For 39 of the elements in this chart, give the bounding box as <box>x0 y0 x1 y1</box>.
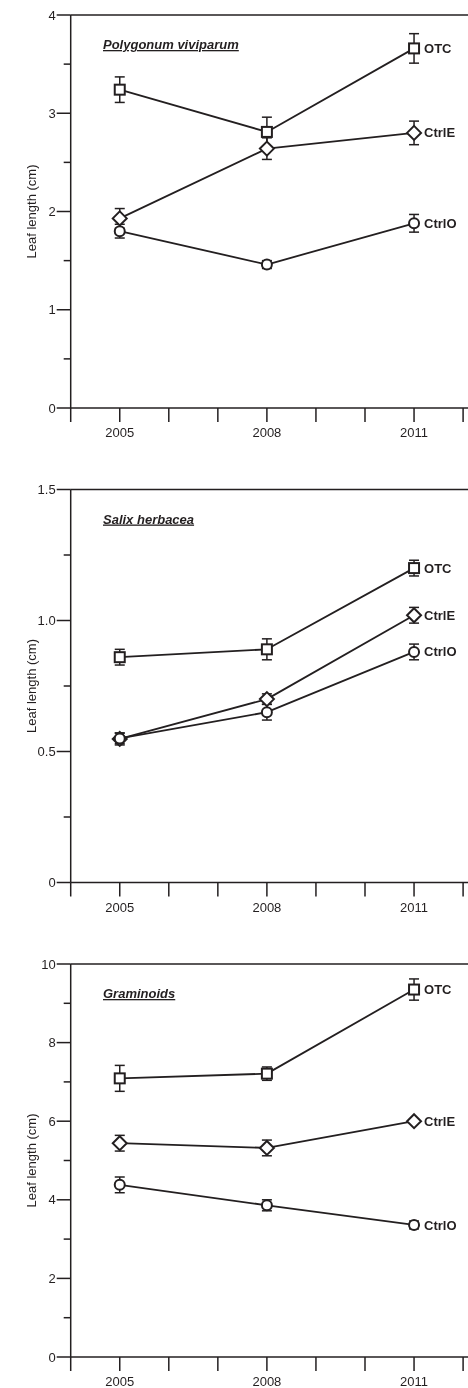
x-tick-label: 2008 <box>252 425 282 440</box>
y-tick-label: 0.5 <box>37 744 56 760</box>
y-tick-label: 4 <box>48 1192 56 1208</box>
series-label: OTC <box>424 40 453 56</box>
x-tick-label: 2011 <box>400 1374 429 1388</box>
x-tick-label: 2005 <box>105 899 135 915</box>
x-tick-label: 2008 <box>252 1374 282 1388</box>
y-tick-label: 0 <box>48 400 56 416</box>
y-tick-label: 10 <box>41 956 56 972</box>
text: Polygonum viviparum <box>103 37 240 52</box>
y-axis-title: Leaf length (cm) <box>24 639 39 733</box>
y-tick-label: 1.0 <box>37 613 56 629</box>
series-label: CtrlO <box>424 644 457 660</box>
y-tick-label: 8 <box>48 1035 56 1051</box>
y-tick-label: 2 <box>48 204 56 220</box>
y-tick-label: 1.5 <box>37 482 56 498</box>
y-tick-label: 0 <box>48 1349 56 1365</box>
text: Salix herbacea <box>103 511 195 527</box>
x-tick-label: 2011 <box>400 899 429 915</box>
series-label: CtrlO <box>424 1217 457 1233</box>
y-tick-label: 2 <box>48 1270 56 1286</box>
y-tick-label: 1 <box>48 302 56 318</box>
series-label: OTC <box>424 982 453 998</box>
x-tick-label: 2005 <box>105 1374 135 1388</box>
y-tick-label: 4 <box>48 7 56 23</box>
y-tick-label: 0 <box>48 875 56 891</box>
series-label: CtrlO <box>424 215 457 231</box>
y-tick-label: 6 <box>48 1113 56 1129</box>
x-tick-label: 2008 <box>252 899 282 915</box>
x-tick-label: 2011 <box>400 425 429 440</box>
series-label: CtrlE <box>424 125 456 141</box>
text: Graminoids <box>103 986 176 1001</box>
y-tick-label: 3 <box>48 105 56 121</box>
y-axis-title: Leaf length (cm) <box>24 1113 39 1208</box>
series-label: CtrlE <box>424 1113 456 1129</box>
series-label: OTC <box>424 560 453 576</box>
y-axis-title: Leaf length (cm) <box>24 164 39 259</box>
series-label: CtrlE <box>424 607 456 623</box>
x-tick-label: 2005 <box>105 425 135 440</box>
